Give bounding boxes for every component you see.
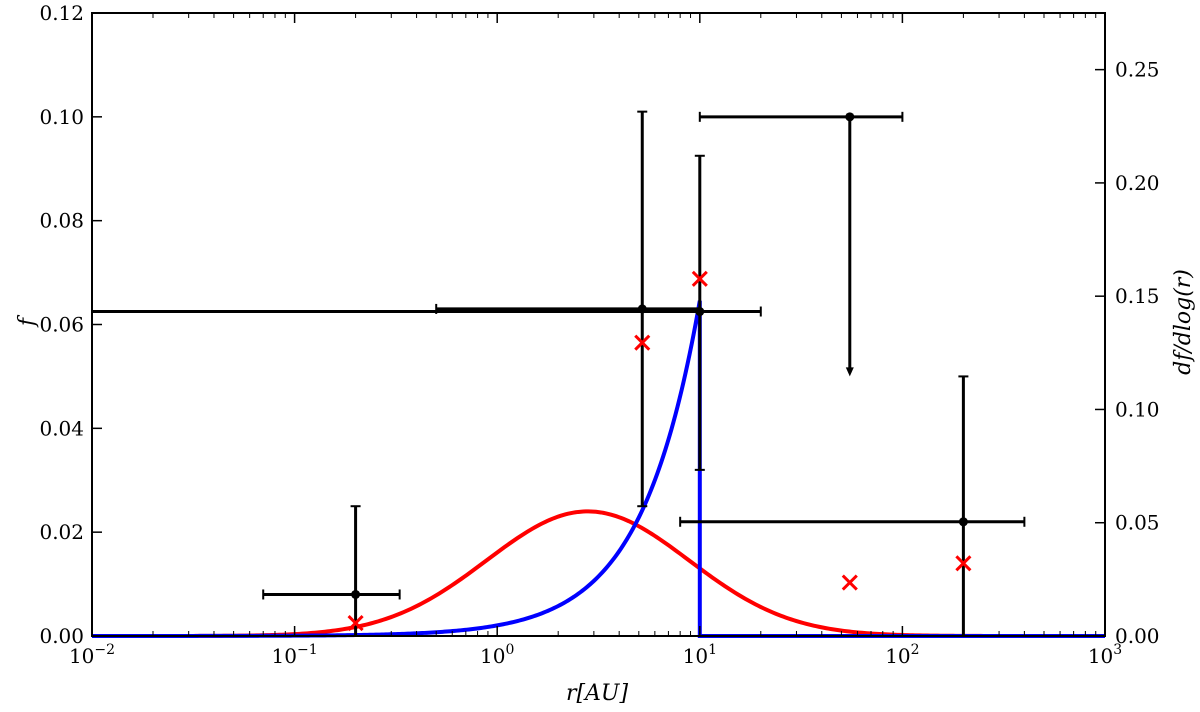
- y-axis-right-title: df/dlog(r): [1171, 269, 1196, 375]
- data-point: [958, 517, 968, 527]
- model-marker-0: [347, 614, 364, 632]
- x-tick-label-4: 102: [885, 642, 919, 668]
- y-right-tick-label-1: 0.05: [1115, 511, 1160, 535]
- x-tick-label-5: 103: [1088, 642, 1122, 668]
- data-point: [695, 307, 705, 317]
- data-point: [351, 589, 361, 599]
- model-marker-1: [634, 334, 651, 351]
- errorbar-point-0: [262, 505, 401, 637]
- model-curves: [92, 300, 1105, 638]
- y-right-tick-label-5: 0.25: [1115, 58, 1160, 82]
- x-tick-label-0: 10−2: [69, 642, 115, 668]
- plot-frame: [91, 12, 1106, 637]
- y-left-tick-label-3: 0.06: [39, 313, 84, 337]
- power-law-curve: [92, 300, 1105, 638]
- x-tick-label-3: 101: [683, 642, 717, 668]
- model-marker-2: [691, 270, 708, 287]
- y-left-tick-label-1: 0.02: [39, 520, 84, 544]
- errorbar-points: [91, 110, 1026, 637]
- y-right-tick-label-3: 0.15: [1115, 284, 1160, 308]
- model-marker-3: [841, 574, 858, 591]
- x-tick-label-1: 10−1: [272, 642, 318, 668]
- y-left-tick-label-2: 0.04: [39, 416, 84, 440]
- axis-ticks: 10−2 10−1 100 101 102 1030.000.020.040.060.08…: [39, 1, 1159, 668]
- data-point: [845, 112, 855, 122]
- y-axis-left-title: f: [15, 314, 40, 328]
- upper-limit-arrowhead: [845, 367, 854, 377]
- y-right-tick-label-0: 0.00: [1115, 624, 1160, 648]
- model-marker-4: [955, 555, 972, 572]
- y-right-tick-label-2: 0.10: [1115, 397, 1160, 421]
- errorbar-point-3: [698, 111, 904, 377]
- errorbar-point-1: [435, 110, 701, 508]
- y-left-tick-label-0: 0.00: [39, 624, 84, 648]
- y-right-tick-label-4: 0.20: [1115, 171, 1160, 195]
- errorbar-point-2: [91, 154, 762, 471]
- x-axis-title: r[AU]: [566, 681, 629, 706]
- x-tick-label-2: 100: [480, 642, 514, 668]
- model-markers: [347, 270, 972, 632]
- errorbar-point-4: [679, 375, 1026, 637]
- y-left-tick-label-5: 0.10: [39, 105, 84, 129]
- y-left-tick-label-6: 0.12: [39, 1, 84, 25]
- y-left-tick-label-4: 0.08: [39, 209, 84, 233]
